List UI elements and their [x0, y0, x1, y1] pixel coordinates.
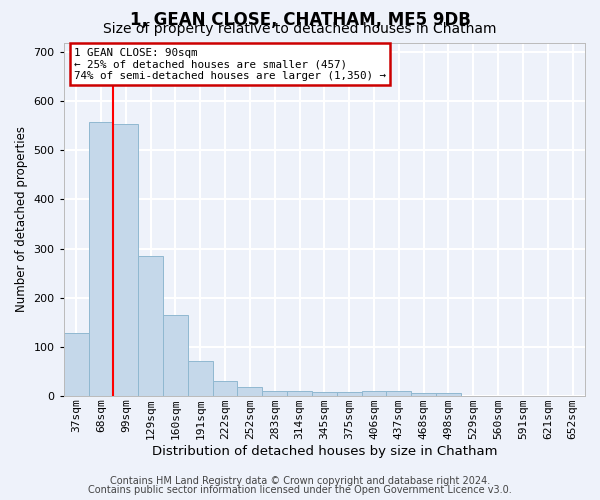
Text: Contains HM Land Registry data © Crown copyright and database right 2024.: Contains HM Land Registry data © Crown c… — [110, 476, 490, 486]
Bar — [362, 391, 386, 396]
Bar — [64, 334, 89, 396]
Bar — [337, 392, 362, 396]
Bar — [436, 393, 461, 396]
Bar — [386, 391, 411, 396]
Text: 1, GEAN CLOSE, CHATHAM, ME5 9DB: 1, GEAN CLOSE, CHATHAM, ME5 9DB — [130, 11, 470, 29]
Bar — [262, 391, 287, 396]
Bar — [411, 393, 436, 396]
Bar — [238, 387, 262, 396]
Bar — [89, 122, 113, 396]
Bar — [312, 392, 337, 396]
Bar — [113, 124, 138, 396]
Bar — [212, 381, 238, 396]
Bar — [138, 256, 163, 396]
Bar — [287, 391, 312, 396]
Bar — [188, 362, 212, 396]
Y-axis label: Number of detached properties: Number of detached properties — [15, 126, 28, 312]
Text: Size of property relative to detached houses in Chatham: Size of property relative to detached ho… — [103, 22, 497, 36]
Bar — [163, 314, 188, 396]
X-axis label: Distribution of detached houses by size in Chatham: Distribution of detached houses by size … — [152, 444, 497, 458]
Text: Contains public sector information licensed under the Open Government Licence v3: Contains public sector information licen… — [88, 485, 512, 495]
Text: 1 GEAN CLOSE: 90sqm
← 25% of detached houses are smaller (457)
74% of semi-detac: 1 GEAN CLOSE: 90sqm ← 25% of detached ho… — [74, 48, 386, 81]
